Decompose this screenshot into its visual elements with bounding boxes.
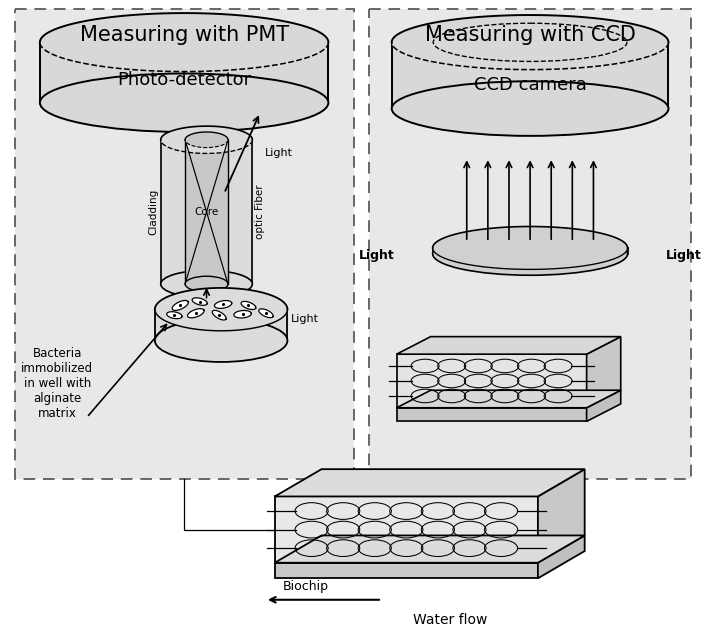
Polygon shape	[155, 309, 288, 340]
Polygon shape	[187, 309, 204, 318]
Text: Light: Light	[666, 249, 702, 262]
Text: optic Fiber: optic Fiber	[256, 184, 266, 239]
Polygon shape	[397, 408, 586, 421]
Polygon shape	[397, 390, 621, 408]
Polygon shape	[275, 469, 584, 496]
Text: Light: Light	[359, 249, 395, 262]
Text: Measuring with PMT: Measuring with PMT	[80, 25, 289, 45]
Ellipse shape	[392, 15, 669, 70]
Polygon shape	[185, 140, 228, 284]
Polygon shape	[160, 140, 252, 284]
Text: Cladding: Cladding	[149, 189, 159, 235]
Polygon shape	[172, 301, 188, 311]
Text: Light: Light	[265, 148, 293, 158]
Polygon shape	[392, 42, 669, 109]
Polygon shape	[167, 312, 182, 319]
Text: Biochip: Biochip	[283, 581, 329, 593]
Polygon shape	[40, 42, 328, 103]
Text: Water flow: Water flow	[413, 613, 487, 627]
Ellipse shape	[185, 276, 228, 292]
Polygon shape	[538, 535, 584, 578]
Ellipse shape	[432, 232, 628, 276]
Polygon shape	[275, 535, 584, 563]
Text: Bacteria
immobilized
in well with
alginate
matrix: Bacteria immobilized in well with algina…	[21, 347, 94, 420]
FancyBboxPatch shape	[369, 9, 691, 479]
Polygon shape	[586, 390, 621, 421]
Polygon shape	[432, 248, 628, 253]
FancyBboxPatch shape	[15, 9, 354, 479]
Ellipse shape	[160, 126, 252, 153]
Polygon shape	[538, 469, 584, 563]
Polygon shape	[212, 310, 226, 320]
Polygon shape	[234, 311, 251, 318]
Ellipse shape	[185, 132, 228, 148]
Ellipse shape	[432, 226, 628, 269]
Polygon shape	[586, 337, 621, 408]
Polygon shape	[397, 354, 586, 408]
Text: CCD camera: CCD camera	[474, 76, 586, 94]
Text: Photo-detector: Photo-detector	[117, 71, 251, 89]
Ellipse shape	[392, 81, 669, 136]
Polygon shape	[192, 298, 207, 305]
Polygon shape	[275, 563, 538, 578]
Ellipse shape	[40, 74, 328, 132]
Polygon shape	[275, 496, 538, 563]
Polygon shape	[397, 337, 621, 354]
Ellipse shape	[40, 13, 328, 72]
Text: Core: Core	[195, 207, 219, 217]
Polygon shape	[214, 301, 231, 308]
Ellipse shape	[155, 288, 288, 331]
Polygon shape	[241, 301, 256, 309]
Ellipse shape	[155, 319, 288, 362]
Ellipse shape	[160, 270, 252, 298]
Polygon shape	[258, 309, 273, 318]
Text: Measuring with CCD: Measuring with CCD	[425, 25, 635, 45]
Text: Light: Light	[291, 314, 320, 324]
